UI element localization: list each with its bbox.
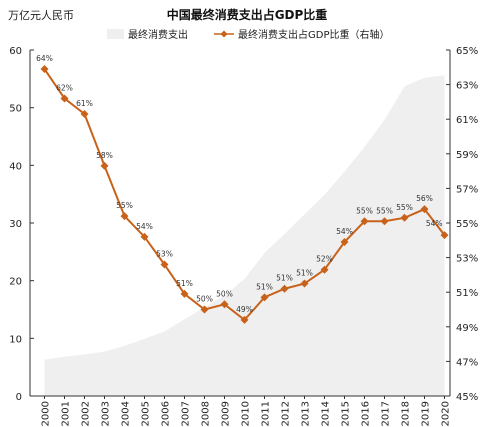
data-label: 56%	[416, 194, 433, 203]
x-axis-tick-label: 2008	[201, 401, 212, 426]
left-axis-tick-label: 60	[9, 46, 22, 57]
x-axis-tick-label: 2006	[161, 401, 172, 426]
right-axis-tick-label: 65%	[456, 46, 478, 57]
x-axis-tick-label: 2000	[41, 401, 52, 426]
line-point-marker	[200, 305, 209, 314]
x-axis-tick-label: 2017	[381, 401, 392, 426]
line-point-marker	[340, 238, 349, 247]
line-point-marker	[260, 293, 269, 302]
x-axis-tick-label: 2010	[241, 401, 252, 426]
right-axis-tick-label: 47%	[456, 357, 478, 368]
x-axis-tick-label: 2011	[261, 401, 272, 426]
data-label: 55%	[356, 206, 373, 215]
x-axis-tick-label: 2018	[401, 401, 412, 426]
data-label: 52%	[316, 255, 333, 264]
data-label: 64%	[36, 54, 53, 63]
line-point-marker	[80, 110, 89, 119]
right-axis-tick-label: 53%	[456, 254, 478, 265]
x-axis-tick-label: 2014	[321, 401, 332, 426]
line-point-marker	[180, 289, 189, 298]
right-axis-tick-label: 57%	[456, 184, 478, 195]
data-label: 55%	[376, 206, 393, 215]
left-axis-tick-label: 50	[9, 104, 22, 115]
x-axis-tick-label: 2005	[141, 401, 152, 426]
legend-line-label: 最终消费支出占GDP比重（右轴）	[238, 28, 389, 41]
data-label: 50%	[196, 295, 213, 304]
left-axis-unit: 万亿元人民币	[8, 9, 74, 22]
data-label: 55%	[116, 201, 133, 210]
line-point-marker	[60, 94, 69, 103]
line-point-marker	[280, 284, 289, 293]
right-axis-tick-label: 45%	[456, 392, 478, 403]
right-axis-tick-label: 59%	[456, 150, 478, 161]
x-axis-tick-label: 2002	[81, 401, 92, 426]
data-label: 54%	[426, 219, 443, 228]
right-axis-tick-label: 49%	[456, 323, 478, 334]
left-axis-tick-label: 0	[16, 392, 22, 403]
line-point-marker	[160, 260, 169, 269]
left-axis-tick-label: 10	[9, 334, 22, 345]
legend-area-swatch	[107, 29, 124, 39]
left-axis-tick-label: 20	[9, 277, 22, 288]
x-axis-tick-label: 2020	[441, 401, 452, 426]
x-axis-tick-label: 2016	[361, 401, 372, 426]
data-label: 53%	[156, 250, 173, 259]
left-axis-tick-label: 40	[9, 161, 22, 172]
right-axis-tick-label: 61%	[456, 115, 478, 126]
x-axis-tick-label: 2001	[61, 401, 72, 426]
line-point-marker	[320, 265, 329, 274]
data-label: 55%	[396, 203, 413, 212]
data-label: 51%	[176, 279, 193, 288]
data-label: 50%	[216, 289, 233, 298]
line-point-marker	[380, 217, 389, 226]
data-label: 49%	[236, 305, 253, 314]
x-axis-tick-label: 2019	[421, 401, 432, 426]
x-axis-tick-label: 2012	[281, 401, 292, 426]
legend-line-marker	[220, 30, 228, 38]
data-label: 61%	[76, 99, 93, 108]
data-label: 54%	[136, 222, 153, 231]
area-series	[44, 75, 445, 396]
x-axis-tick-label: 2003	[101, 401, 112, 426]
line-point-marker	[40, 65, 49, 74]
line-point-marker	[140, 232, 149, 241]
plot-area: 0 10 20 30 40 50 60 45% 47% 49% 51% 53% 55% 57% 59% 61%…	[9, 46, 478, 426]
left-axis-tick-label: 30	[9, 219, 22, 230]
right-axis-tick-label: 63%	[456, 81, 478, 92]
line-point-marker	[400, 213, 409, 222]
x-axis-tick-label: 2013	[301, 401, 312, 426]
right-axis-tick-label: 55%	[456, 219, 478, 230]
chart-title: 中国最终消费支出占GDP比重	[167, 7, 328, 22]
line-point-marker	[220, 300, 229, 309]
x-axis-tick-label: 2009	[221, 401, 232, 426]
line-point-marker	[120, 212, 129, 221]
data-label: 58%	[96, 151, 113, 160]
right-axis-tick-label: 51%	[456, 288, 478, 299]
line-point-marker	[440, 231, 449, 240]
x-axis-tick-label: 2004	[121, 401, 132, 426]
line-point-marker	[240, 315, 249, 324]
data-label: 62%	[56, 83, 73, 92]
data-label: 51%	[296, 269, 313, 278]
legend-area-label: 最终消费支出	[128, 28, 188, 41]
data-label: 51%	[256, 282, 273, 291]
x-axis-tick-label: 2015	[341, 401, 352, 426]
data-label: 54%	[336, 227, 353, 236]
x-axis-tick-label: 2007	[181, 401, 192, 426]
line-point-marker	[360, 217, 369, 226]
line-point-marker	[300, 279, 309, 288]
line-point-marker	[100, 161, 109, 170]
line-point-marker	[420, 205, 429, 214]
data-label: 51%	[276, 274, 293, 283]
legend: 最终消费支出 最终消费支出占GDP比重（右轴）	[107, 28, 389, 41]
